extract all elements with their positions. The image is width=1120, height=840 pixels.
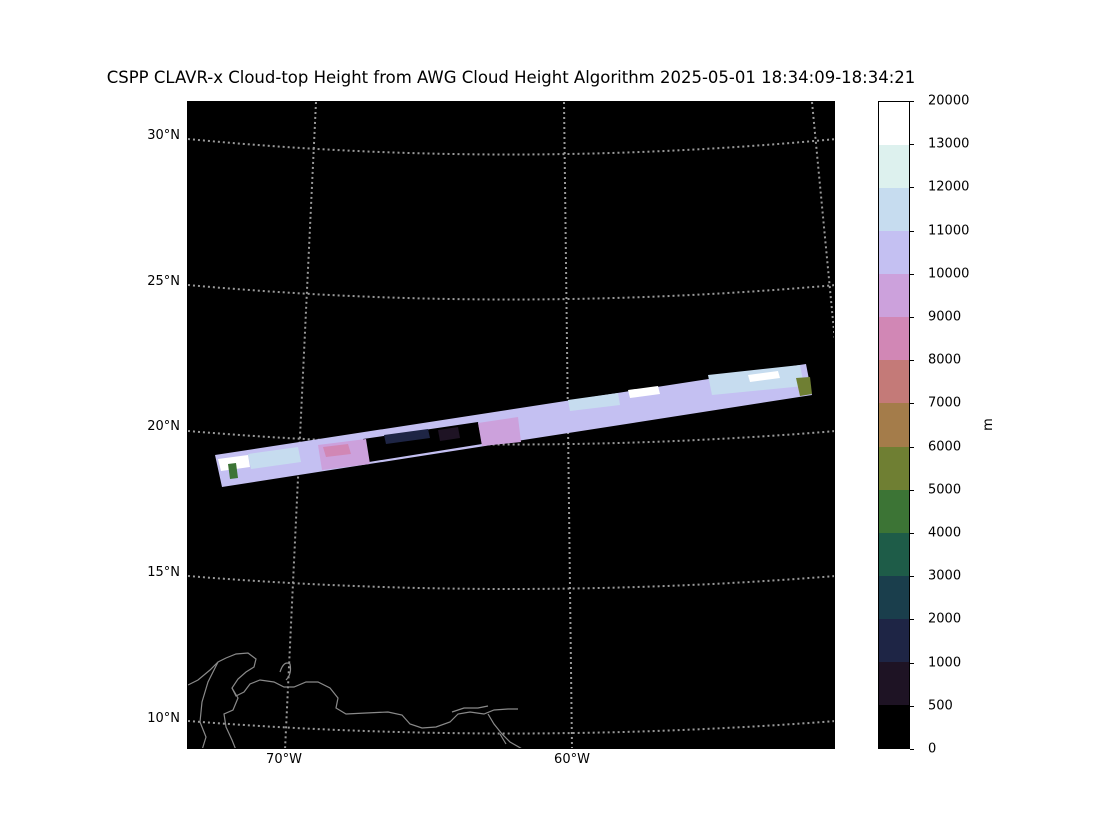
lat-label-15n: 15°N <box>147 565 180 580</box>
colorbar-tick-mark <box>910 533 914 534</box>
coastline-lake <box>223 687 239 748</box>
lon-label-60w: 60°W <box>554 752 590 767</box>
colorbar-segment <box>879 102 909 146</box>
colorbar-segment <box>879 532 909 577</box>
colorbar-tick-mark <box>910 230 914 232</box>
colorbar-tick-mark <box>910 144 914 146</box>
colorbar-tick-mark <box>910 619 914 621</box>
plot-title: CSPP CLAVR-x Cloud-top Height from AWG C… <box>106 68 916 87</box>
colorbar-segment <box>879 274 909 318</box>
colorbar-segment <box>879 317 909 361</box>
swath-patch-green <box>228 463 238 479</box>
coastline-east <box>487 713 522 748</box>
colorbar-segment <box>879 188 909 232</box>
colorbar-tick-mark <box>910 489 914 491</box>
gridline-60w <box>563 102 573 748</box>
coastline-island <box>451 705 489 713</box>
gridline-20n <box>188 430 834 446</box>
colorbar-segment <box>879 489 909 534</box>
coastline-west <box>199 661 219 748</box>
colorbar-segment <box>879 231 909 275</box>
swath-patch-olive <box>796 377 812 396</box>
colorbar-tick-mark <box>910 576 914 578</box>
colorbar-segment <box>879 618 909 663</box>
colorbar-segment <box>879 661 909 706</box>
lat-label-25n: 25°N <box>147 274 180 289</box>
swath-patch-magenta-2 <box>478 417 521 446</box>
colorbar-tick-label: 0 <box>928 741 937 757</box>
swath-patch-dark-2 <box>438 427 460 441</box>
colorbar-tick-mark <box>910 446 914 448</box>
swath-patch-pink <box>323 444 351 457</box>
colorbar-tick-label: 7000 <box>928 395 962 411</box>
coastline-mainland <box>188 652 518 729</box>
colorbar-tick-label: 11000 <box>928 223 970 239</box>
colorbar-tick-label: 2000 <box>928 611 962 627</box>
gridline-50w <box>811 102 834 342</box>
swath-patch-light-2 <box>248 447 301 469</box>
colorbar-tick-label: 5000 <box>928 482 962 498</box>
swath-patch-dark <box>384 429 430 444</box>
swath-patch-white <box>748 371 780 382</box>
colorbar-unit-label: m <box>980 418 996 431</box>
colorbar-tick-label: 12000 <box>928 179 970 195</box>
swath-patch-light-3 <box>568 393 620 411</box>
gridline-70w <box>284 102 317 748</box>
gridline-25n <box>188 284 834 301</box>
gridline-10n <box>188 720 834 735</box>
gridline-15n <box>188 575 834 590</box>
colorbar <box>878 101 910 749</box>
colorbar-tick-label: 10000 <box>928 266 970 282</box>
colorbar-segment <box>879 446 909 491</box>
colorbar-segment <box>879 145 909 189</box>
colorbar-tick-mark <box>910 273 914 275</box>
colorbar-tick-label: 13000 <box>928 136 970 152</box>
colorbar-tick-mark <box>910 317 914 318</box>
colorbar-tick-mark <box>910 360 914 362</box>
lon-label-70w: 70°W <box>266 752 302 767</box>
colorbar-segment <box>879 360 909 404</box>
colorbar-segment <box>879 575 909 620</box>
lat-label-10n: 10°N <box>147 711 180 726</box>
cloud-swath <box>215 364 812 487</box>
colorbar-segment <box>879 403 909 448</box>
colorbar-tick-label: 6000 <box>928 439 962 455</box>
colorbar-segment <box>879 704 909 749</box>
map-panel[interactable] <box>187 101 835 749</box>
colorbar-tick-label: 4000 <box>928 525 962 541</box>
colorbar-tick-mark <box>910 403 914 405</box>
map-canvas <box>188 102 834 748</box>
swath-patch-white-2 <box>218 455 250 471</box>
lat-label-30n: 30°N <box>147 128 180 143</box>
colorbar-tick-mark <box>910 187 914 189</box>
colorbar-tick-mark <box>910 749 914 750</box>
colorbar-tick-label: 1000 <box>928 655 962 671</box>
coastline-peninsula <box>279 662 292 681</box>
colorbar-tick-label: 9000 <box>928 309 962 325</box>
longitude-gridlines <box>284 102 834 748</box>
coastlines <box>188 652 522 748</box>
colorbar-tick-label: 8000 <box>928 352 962 368</box>
colorbar-tick-label: 500 <box>928 698 953 714</box>
latitude-gridlines <box>188 138 834 735</box>
colorbar-tick-label: 3000 <box>928 568 962 584</box>
gridline-30n <box>188 138 834 156</box>
colorbar-tick-mark <box>910 101 914 102</box>
swath-patch-white-3 <box>628 386 660 398</box>
coastline-east-2 <box>499 733 507 745</box>
colorbar-tick-mark <box>910 705 914 707</box>
colorbar-tick-label: 20000 <box>928 93 970 109</box>
colorbar-tick-mark <box>910 662 914 664</box>
lat-label-20n: 20°N <box>147 419 180 434</box>
